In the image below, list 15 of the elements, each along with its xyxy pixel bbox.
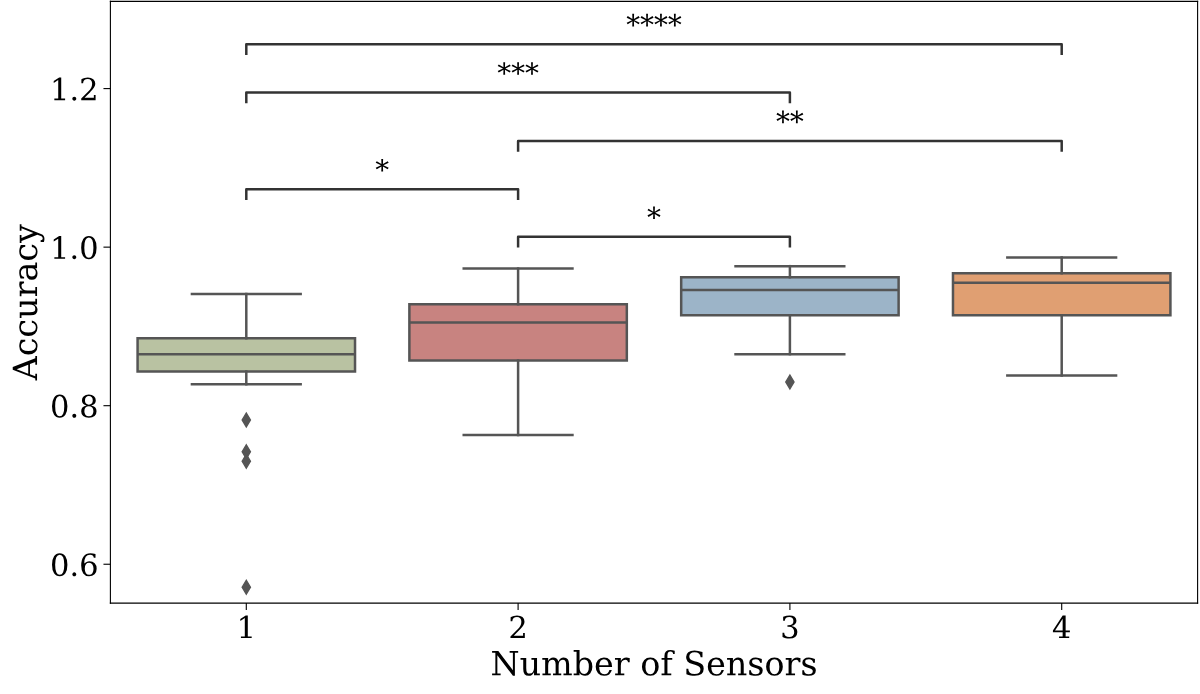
y-tick-label: 1.0 (53, 236, 97, 260)
annotation: **** (626, 13, 682, 27)
annotation: * (647, 206, 661, 220)
y-tick-label: 0.6 (52, 553, 97, 577)
x-tick-label: 1 (240, 615, 252, 639)
annotation: * (375, 158, 389, 172)
annotation: *** (497, 62, 539, 75)
annotation: ** (776, 110, 804, 124)
x-axis-title: Number of Sensors (492, 650, 816, 676)
y-tick-label: 0.8 (52, 394, 97, 418)
x-tick-label: 3 (782, 615, 798, 639)
x-tick-label: 4 (1052, 615, 1070, 639)
y-tick-label: 1.2 (53, 77, 96, 101)
y-axis-title: Accuracy (12, 224, 45, 381)
x-tick-label: 2 (510, 615, 525, 639)
